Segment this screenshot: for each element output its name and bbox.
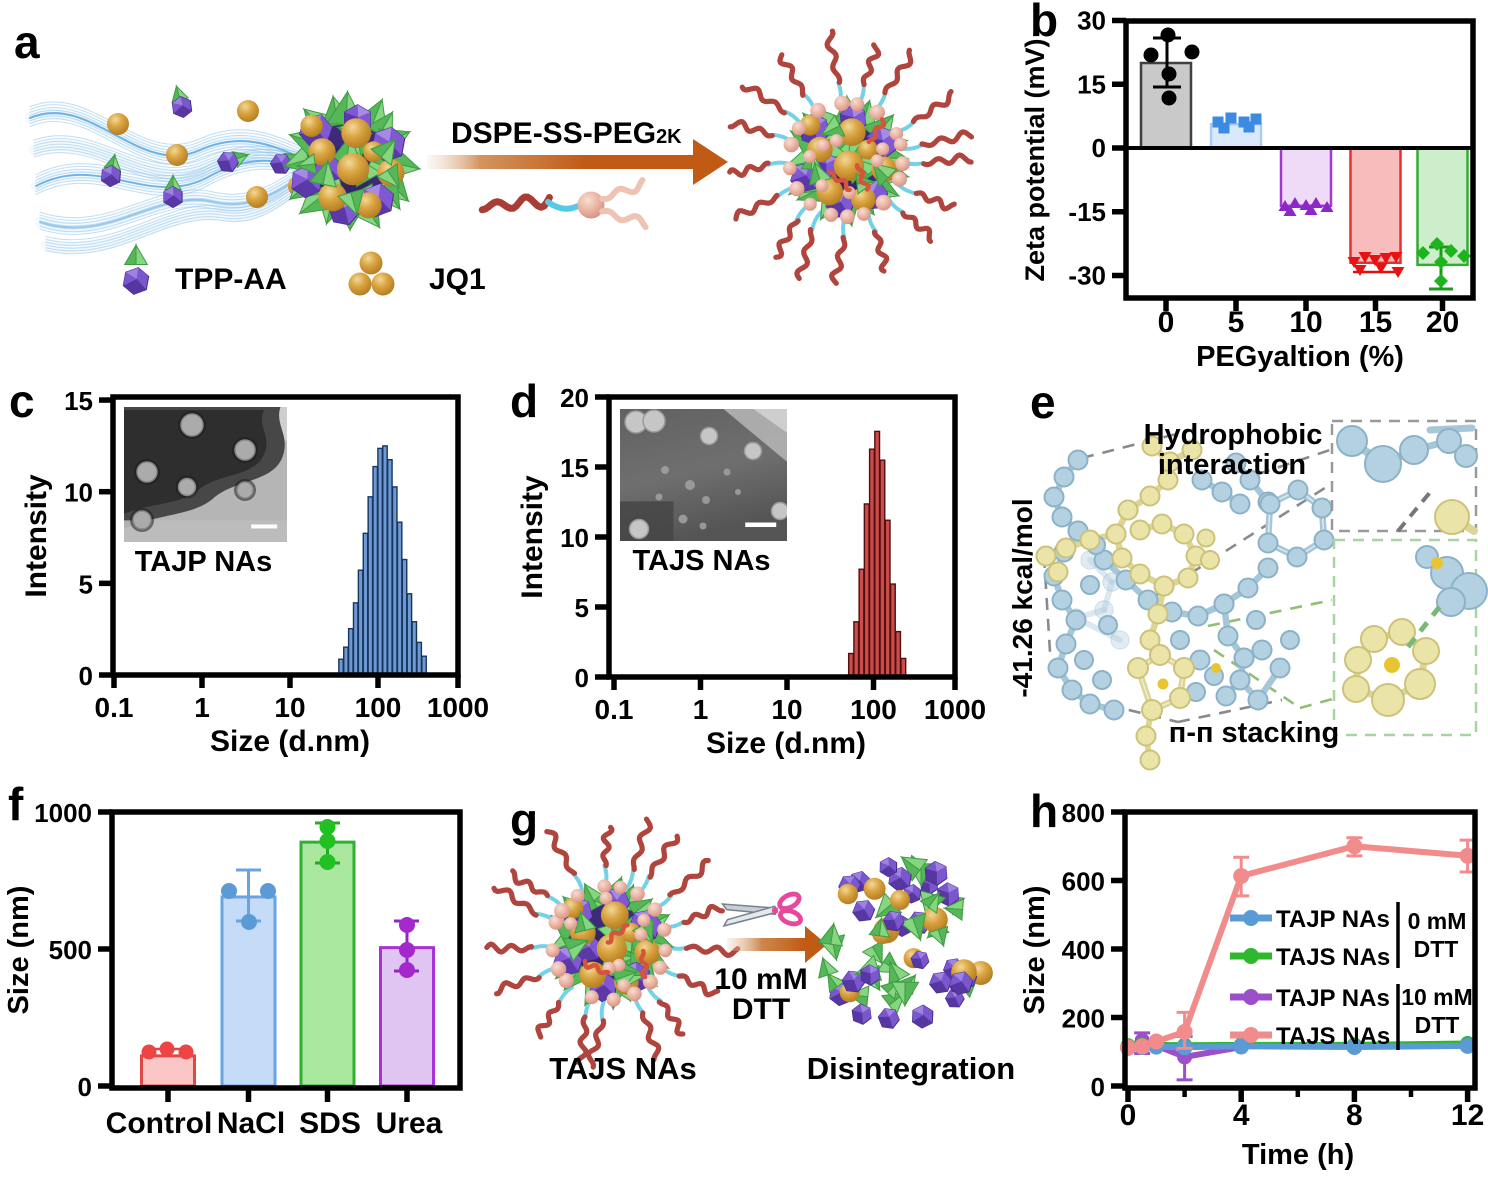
svg-text:0: 0 (78, 1072, 92, 1102)
svg-text:TAJP NAs: TAJP NAs (1276, 906, 1390, 933)
svg-text:1000: 1000 (34, 798, 92, 828)
svg-text:0: 0 (1091, 1072, 1105, 1102)
svg-text:5: 5 (79, 569, 93, 599)
svg-text:4: 4 (1233, 1099, 1250, 1132)
svg-text:h: h (1030, 785, 1058, 837)
svg-text:15: 15 (64, 386, 93, 416)
svg-text:DSPE-SS-PEG2K: DSPE-SS-PEG2K (451, 117, 682, 150)
svg-text:400: 400 (1062, 935, 1105, 965)
svg-text:20: 20 (560, 383, 589, 413)
svg-text:1000: 1000 (924, 694, 986, 725)
svg-text:Intensity: Intensity (516, 475, 549, 599)
svg-text:п-п stacking: п-п stacking (1169, 717, 1339, 749)
svg-text:10 mM: 10 mM (1401, 984, 1473, 1010)
svg-text:10 mM: 10 mM (714, 963, 807, 996)
svg-text:interaction: interaction (1158, 449, 1306, 481)
svg-text:Size (d.nm): Size (d.nm) (706, 727, 866, 760)
svg-text:1: 1 (194, 692, 210, 723)
svg-text:TAJS NAs: TAJS NAs (1276, 944, 1390, 971)
svg-text:-41.26 kcal/mol: -41.26 kcal/mol (1007, 498, 1038, 697)
svg-text:c: c (9, 375, 35, 427)
svg-text:10: 10 (771, 694, 802, 725)
svg-text:DTT: DTT (732, 993, 790, 1026)
svg-text:DTT: DTT (1415, 1012, 1460, 1038)
svg-text:15: 15 (560, 453, 589, 483)
svg-text:TAJS NAs: TAJS NAs (632, 545, 770, 577)
svg-text:TAJP NAs: TAJP NAs (135, 546, 273, 578)
svg-text:20: 20 (1426, 306, 1459, 339)
svg-text:Intensity: Intensity (20, 474, 53, 598)
svg-text:10: 10 (274, 692, 305, 723)
svg-text:0 mM: 0 mM (1408, 908, 1467, 934)
svg-text:e: e (1030, 376, 1056, 428)
svg-text:200: 200 (1062, 1004, 1105, 1034)
svg-text:TAJS NAs: TAJS NAs (1276, 1023, 1390, 1050)
svg-text:500: 500 (49, 935, 92, 965)
svg-text:Control: Control (106, 1107, 213, 1140)
svg-text:10: 10 (560, 523, 589, 553)
svg-text:f: f (8, 778, 24, 830)
svg-text:d: d (510, 375, 538, 427)
svg-text:-15: -15 (1068, 197, 1106, 227)
svg-text:1000: 1000 (427, 692, 489, 723)
svg-text:8: 8 (1346, 1099, 1363, 1132)
svg-text:NaCl: NaCl (217, 1107, 285, 1140)
svg-text:Hydrophobic: Hydrophobic (1144, 419, 1323, 451)
svg-text:0: 0 (79, 661, 93, 691)
svg-text:SDS: SDS (299, 1107, 361, 1140)
svg-text:a: a (14, 16, 40, 68)
svg-text:0: 0 (1120, 1099, 1137, 1132)
svg-text:800: 800 (1062, 798, 1105, 828)
svg-text:Size (d.nm): Size (d.nm) (210, 725, 370, 758)
svg-text:Size (nm): Size (nm) (1019, 886, 1051, 1015)
svg-text:JQ1: JQ1 (429, 263, 486, 296)
svg-text:DTT: DTT (1414, 936, 1459, 962)
svg-text:TAJS NAs: TAJS NAs (549, 1051, 697, 1086)
svg-text:g: g (510, 794, 538, 846)
svg-text:1: 1 (693, 694, 709, 725)
svg-text:b: b (1030, 0, 1058, 46)
svg-text:TAJP NAs: TAJP NAs (1276, 985, 1390, 1012)
svg-text:Time (h): Time (h) (1242, 1139, 1354, 1171)
svg-text:600: 600 (1062, 867, 1105, 897)
svg-text:0.1: 0.1 (95, 692, 134, 723)
svg-text:100: 100 (355, 692, 402, 723)
svg-text:Disintegration: Disintegration (807, 1051, 1015, 1086)
svg-text:PEGyaltion (%): PEGyaltion (%) (1196, 341, 1404, 373)
svg-text:Size (nm): Size (nm) (3, 886, 35, 1015)
svg-text:0: 0 (1158, 306, 1175, 339)
svg-text:-30: -30 (1068, 261, 1106, 291)
svg-text:100: 100 (850, 694, 897, 725)
svg-text:TPP-AA: TPP-AA (175, 263, 287, 296)
svg-text:12: 12 (1451, 1099, 1484, 1132)
svg-text:5: 5 (1228, 306, 1245, 339)
svg-text:15: 15 (1359, 306, 1392, 339)
svg-text:0: 0 (575, 663, 589, 693)
svg-text:10: 10 (64, 478, 93, 508)
svg-text:0: 0 (1092, 133, 1106, 163)
svg-text:15: 15 (1077, 69, 1106, 99)
svg-text:5: 5 (575, 593, 589, 623)
svg-text:30: 30 (1077, 6, 1106, 36)
svg-text:10: 10 (1289, 306, 1322, 339)
svg-text:0.1: 0.1 (595, 694, 634, 725)
svg-text:Urea: Urea (376, 1107, 443, 1140)
svg-text:Zeta potential (mV): Zeta potential (mV) (1020, 38, 1050, 281)
